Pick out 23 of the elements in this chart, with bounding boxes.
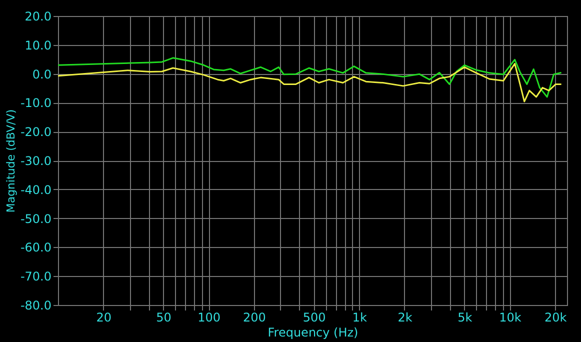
y-tick-label: 10.0 [24, 38, 52, 52]
y-tick-label: -50.0 [20, 212, 52, 226]
y-tick-label: -40.0 [20, 182, 52, 197]
x-tick-label: 2k [398, 310, 412, 324]
x-tick-label: 5k [458, 310, 472, 324]
x-tick-label: 1k [352, 310, 368, 324]
y-tick-label: -80.0 [20, 298, 52, 312]
y-axis-title: Magnitude (dBV/V) [4, 109, 18, 213]
x-tick-label: 200 [242, 310, 266, 324]
x-tick-label: 100 [198, 310, 221, 324]
x-tick-label: 20 [96, 310, 112, 324]
y-tick-label: -70.0 [20, 270, 52, 284]
y-tick-label: -20.0 [20, 125, 52, 140]
x-tick-label: 20k [544, 310, 567, 324]
x-axis-title: Frequency (Hz) [268, 326, 358, 340]
y-tick-label: 20.0 [24, 10, 52, 24]
y-tick-label: -10.0 [20, 96, 52, 110]
x-tick-label: 10k [499, 310, 522, 324]
x-tick-label: 500 [302, 310, 326, 324]
y-tick-label: -60.0 [20, 240, 52, 255]
y-tick-label: 0.0 [32, 67, 52, 82]
y-tick-label: -30.0 [20, 154, 52, 168]
x-tick-label: 50 [156, 310, 172, 324]
